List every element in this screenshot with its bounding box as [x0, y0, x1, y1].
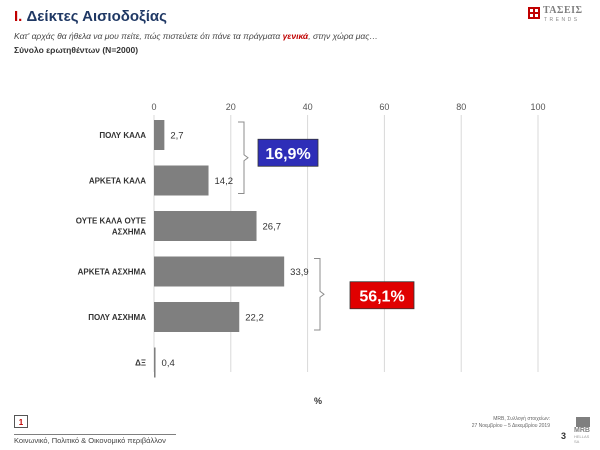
category-label: ΠΟΛΥ ΚΑΛΑ — [99, 131, 146, 140]
sample-base: Σύνολο ερωτηθέντων (N=2000) — [14, 45, 139, 55]
data-label: 2,7 — [170, 131, 183, 142]
group-total-label: 16,9% — [265, 146, 310, 163]
group-bracket — [314, 258, 325, 331]
category-label: ΑΣΧΗΜΑ — [112, 228, 146, 237]
mrb-logo-mark-icon — [576, 417, 590, 427]
data-label: 14,2 — [215, 176, 234, 187]
data-label: 22,2 — [245, 313, 263, 324]
bar — [154, 347, 156, 378]
page-number: 3 — [561, 431, 567, 441]
footer-section-text: Κοινωνικό, Πολιτικό & Οικονομικό περιβάλ… — [14, 436, 166, 445]
category-label: ΑΡΚΕΤΑ ΚΑΛΑ — [89, 177, 146, 186]
logo-mark-icon — [528, 7, 540, 19]
bar — [154, 120, 165, 150]
x-tick-label: 20 — [226, 102, 236, 112]
x-tick-label: 40 — [303, 102, 313, 112]
bar — [154, 211, 257, 241]
section-number: I. — [14, 8, 23, 25]
question-after: , στην χώρα μας… — [308, 31, 378, 41]
question-emphasis: γενικά — [282, 31, 309, 41]
x-tick-label: 100 — [530, 102, 545, 112]
question-before: Κατ' αρχάς θα ήθελα να μου πείτε, πώς πι… — [14, 31, 283, 41]
group-total-badge — [257, 138, 319, 167]
group-bracket — [238, 121, 249, 194]
mrb-logo: MRB HELLAS SA — [573, 417, 595, 444]
page-title: I. Δείκτες Αισιοδοξίας — [14, 8, 167, 25]
bar — [154, 165, 209, 196]
title-text: Δείκτες Αισιοδοξίας — [26, 8, 167, 25]
section-badge: 1 — [14, 415, 28, 428]
source-line-1: MRB, Συλλογή στοιχείων: — [493, 416, 550, 422]
question-text: Κατ' αρχάς θα ήθελα να μου πείτε, πώς πι… — [14, 31, 378, 41]
footer-divider — [14, 434, 176, 435]
source-note: MRB, Συλλογή στοιχείων: 27 Νοεμβρίου – 5… — [430, 416, 550, 430]
x-tick-label: 80 — [456, 102, 466, 112]
x-axis-label: % — [314, 396, 322, 406]
category-label: ΑΡΚΕΤΑ ΑΣΧΗΜΑ — [78, 268, 147, 277]
data-label: 33,9 — [290, 267, 309, 278]
mrb-logo-sub: HELLAS SA — [574, 434, 590, 444]
data-label: 0,4 — [162, 358, 175, 369]
data-label: 26,7 — [263, 222, 282, 233]
logo-tagline: TRENDS — [544, 17, 580, 23]
x-tick-label: 0 — [151, 102, 156, 112]
source-line-2: 27 Νοεμβρίου – 5 Δεκεμβρίου 2019 — [471, 423, 550, 429]
category-label: ΠΟΛΥ ΑΣΧΗΜΑ — [88, 313, 146, 322]
mrb-logo-text: MRB — [574, 427, 590, 434]
bar — [154, 302, 240, 332]
category-label: ΔΞ — [135, 359, 146, 368]
category-label: ΟΥΤΕ ΚΑΛΑ ΟΥΤΕ — [76, 217, 147, 226]
group-total-badge — [349, 281, 415, 310]
bar — [154, 256, 285, 287]
logo-brand: ΤΑΣΕΙΣ — [543, 5, 583, 16]
group-total-label: 56,1% — [359, 288, 404, 305]
tasis-logo: ΤΑΣΕΙΣ TRENDS — [528, 5, 594, 27]
x-tick-label: 60 — [379, 102, 389, 112]
